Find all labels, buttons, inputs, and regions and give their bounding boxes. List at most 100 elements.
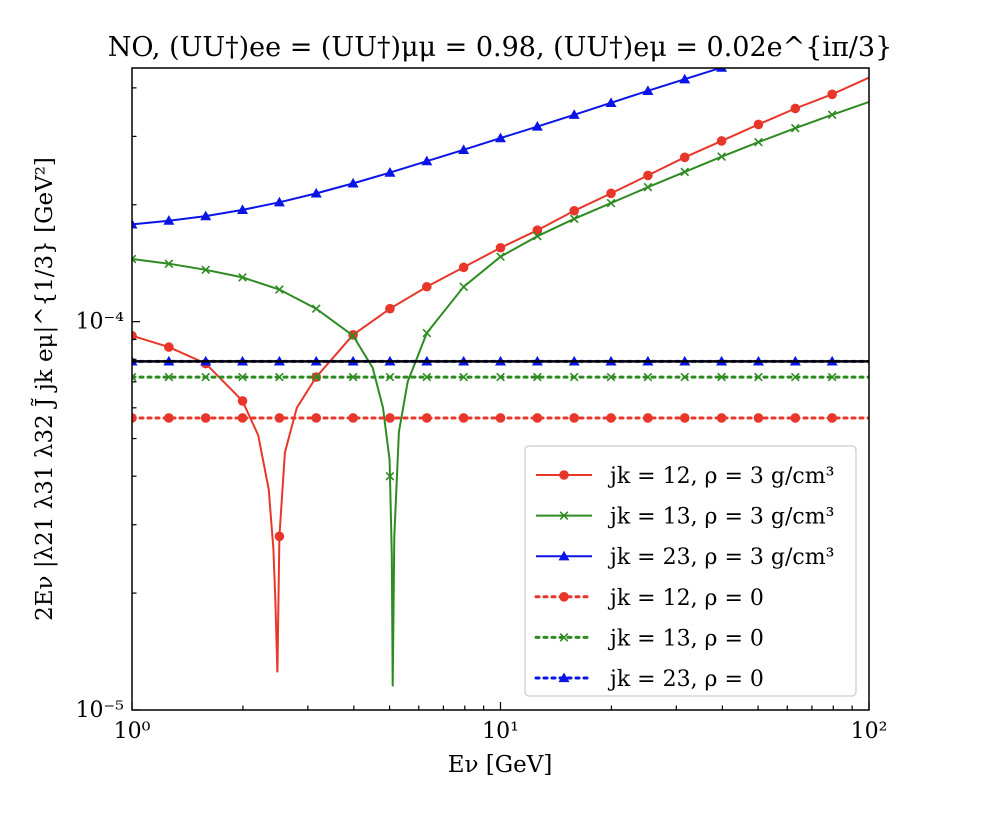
x-tick-label: 10² [851,719,888,744]
data-point [385,471,395,481]
data-point [421,155,433,166]
x-tick-label: 10¹ [482,719,519,744]
legend-entry: jk = 13, ρ = 3 g/cm³ [536,505,834,530]
data-point [606,188,616,199]
data-point [200,210,212,221]
y-tick-label: 10⁻⁵ [76,698,124,723]
data-point [275,372,284,382]
chart-title: NO, (UU†)ee = (UU†)μμ = 0.98, (UU†)eμ = … [108,32,893,63]
series-line [132,100,869,687]
x-axis-label: Eν [GeV] [448,752,553,778]
data-point [164,372,174,382]
data-point [606,413,616,423]
data-point [310,187,322,198]
data-point [422,372,432,382]
data-point [164,413,174,423]
data-point [532,413,543,423]
legend-marker [559,511,569,520]
data-point [275,285,284,294]
data-point [606,198,616,208]
legend-entry: jk = 12, ρ = 3 g/cm³ [536,464,834,489]
data-point [495,242,506,253]
data-point [495,132,506,143]
x-tick-label: 10⁰ [114,719,151,744]
series-3 [132,68,728,229]
data-point [496,372,505,382]
data-point [273,196,285,207]
data-point [717,152,726,162]
series-layer [132,68,869,687]
legend-marker [559,633,569,642]
y-axis-label: 2Eν |λ21 λ31 λ32 J̃ jk eμ|^{1/3} [GeV²] [32,157,58,621]
data-point [753,413,764,423]
data-point [716,68,728,72]
data-point [643,372,653,382]
data-point [569,372,579,382]
data-point [790,413,801,423]
data-point [385,303,395,314]
data-point [385,413,395,423]
data-point [716,413,727,423]
data-point [384,167,396,177]
series-line [132,68,724,226]
legend-entry: jk = 13, ρ = 0 [534,626,764,651]
legend-marker [558,550,570,561]
data-point [679,73,691,84]
data-point [422,328,432,338]
data-point [459,282,469,292]
legend-marker [559,470,569,480]
data-point [827,413,837,423]
data-point [238,372,247,382]
data-point [569,214,579,224]
data-point [680,167,690,177]
data-point [531,121,543,131]
data-point [679,413,690,423]
legend: jk = 12, ρ = 3 g/cm³ jk = 13, ρ = 3 g/cm³… [524,445,857,697]
data-point [790,372,800,382]
series-4 [132,413,869,423]
data-point [422,281,432,292]
data-point [132,372,137,382]
data-point [827,110,837,120]
data-point [790,123,800,133]
data-point [163,215,175,225]
data-point [643,182,653,192]
data-point [201,265,211,275]
legend-label: jk = 13, ρ = 3 g/cm³ [607,505,834,530]
data-point [274,531,285,542]
data-point [605,97,617,107]
legend-frame [524,445,857,697]
data-point [164,342,174,352]
data-point [348,413,358,423]
data-point [311,304,321,314]
legend-marker [559,592,569,602]
data-point [827,372,837,382]
data-point [532,372,542,382]
legend-label: jk = 12, ρ = 3 g/cm³ [607,464,834,489]
data-point [164,259,174,269]
data-point [311,413,322,423]
data-point [200,413,211,423]
data-point [606,372,616,382]
legend-entry: jk = 23, ρ = 3 g/cm³ [536,545,834,570]
data-point [238,273,247,282]
data-point [569,205,580,216]
data-point [568,109,580,119]
data-point [827,89,837,100]
data-point [716,136,727,146]
data-point [132,413,137,423]
data-point [132,218,138,229]
data-point [348,372,358,382]
data-point [753,119,764,130]
data-point [569,413,580,423]
legend-entry: jk = 23, ρ = 0 [534,667,764,692]
legend-label: jk = 23, ρ = 0 [607,667,764,692]
data-point [237,413,248,423]
data-point [754,137,763,147]
data-point [458,144,470,154]
series-2 [132,100,869,687]
y-tick-label: 10⁻⁴ [76,310,125,335]
series-line [132,76,869,673]
data-point [237,396,248,406]
data-point [458,262,469,273]
